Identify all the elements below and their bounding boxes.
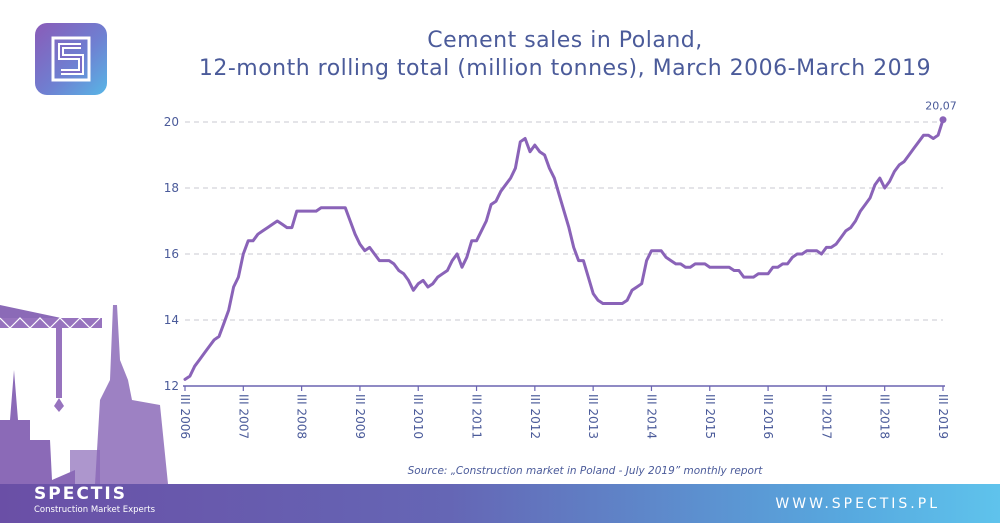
source-note: Source: „Construction market in Poland -… [407,465,763,477]
x-tick-label: III 2006 [178,394,192,439]
end-value-label: 20,07 [925,100,957,113]
brand-tagline: Construction Market Experts [34,505,156,515]
brand-name: SPECTIS [34,484,127,504]
x-axis: III 2006 III 2007 III 2008 III 2009 III 2010… [178,385,950,439]
y-tick-label: 14 [164,313,179,327]
x-tick-label: III 2017 [819,394,833,439]
x-tick-label: III 2012 [528,394,542,439]
y-tick-label: 20 [164,115,179,129]
x-tick-label: III 2008 [295,394,309,439]
x-tick-label: III 2014 [644,394,658,439]
x-tick-label: III 2015 [703,394,717,439]
x-tick-label: III 2007 [236,394,250,439]
chart-title-line2: 12-month rolling total (million tonnes),… [198,56,932,81]
series-line [183,118,945,381]
gridlines [185,121,943,321]
y-tick-label: 16 [164,247,179,261]
x-tick-label: III 2013 [586,394,600,439]
x-tick-label: III 2018 [878,394,892,439]
logo-s-mark [51,36,91,82]
y-tick-label: 18 [164,181,179,195]
y-axis-labels: 12 14 16 18 20 [164,115,179,393]
x-tick-label: III 2009 [353,394,367,439]
x-tick-label: III 2016 [761,394,775,439]
spectis-logo [35,23,107,95]
y-tick-label: 12 [164,379,179,393]
footer-bar [0,484,1000,523]
x-tick-label: III 2019 [936,394,950,439]
chart-title-line1: Cement sales in Poland, [427,28,703,53]
construction-silhouette [0,305,168,484]
website-link[interactable]: WWW.SPECTIS.PL [775,496,940,512]
end-point-marker [939,116,947,124]
x-tick-label: III 2010 [411,394,425,439]
x-tick-label: III 2011 [470,394,484,439]
